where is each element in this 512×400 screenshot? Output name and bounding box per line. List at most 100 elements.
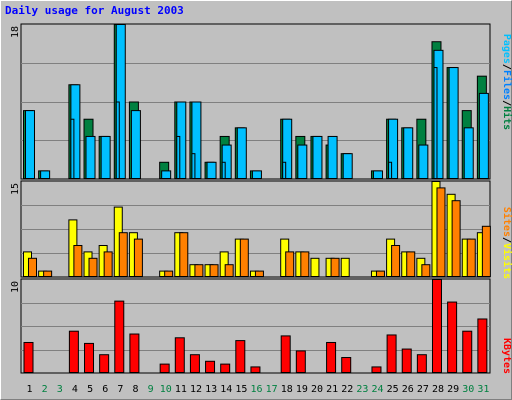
legend-separator: / — [501, 100, 512, 106]
day-label: 4 — [72, 384, 78, 395]
bar-kbytes — [371, 366, 382, 374]
bar-sites — [224, 264, 234, 278]
day-label: 6 — [102, 384, 108, 395]
bar-visits — [340, 257, 350, 277]
bar-kbytes — [431, 279, 442, 373]
bar-files — [388, 118, 399, 179]
bar-sites — [451, 200, 461, 277]
bar-files — [297, 144, 308, 179]
bar-pages — [282, 161, 287, 179]
legend-hits: Hits — [501, 106, 512, 130]
bar-sites — [254, 270, 264, 278]
bar-kbytes — [462, 330, 473, 374]
day-label: 17 — [266, 384, 278, 395]
day-label: 1 — [27, 384, 33, 395]
bar-sites — [28, 257, 37, 277]
bar-files — [100, 135, 111, 179]
day-label: 26 — [402, 384, 414, 395]
bar-kbytes — [68, 330, 79, 374]
bar-kbytes — [114, 300, 125, 373]
day-label: 27 — [417, 384, 429, 395]
day-label: 29 — [447, 384, 459, 395]
bar-kbytes — [23, 341, 34, 374]
legend-separator: / — [501, 64, 512, 70]
bar-kbytes — [220, 363, 231, 374]
bar-kbytes — [235, 340, 246, 374]
bar-kbytes — [447, 301, 458, 373]
y-max-label-visits: 15 — [10, 183, 21, 195]
bar-sites — [179, 232, 189, 277]
bar-files — [40, 170, 51, 179]
bar-pages — [221, 161, 226, 179]
legend-kbytes-group-text: KBytes — [501, 338, 512, 374]
legend-files: Files — [501, 70, 512, 100]
bar-sites — [330, 257, 340, 277]
bar-sites — [88, 257, 98, 277]
bar-files — [221, 144, 232, 179]
legend-kbytes: KBytes — [501, 338, 512, 374]
bar-sites — [406, 251, 416, 277]
bar-sites — [421, 264, 431, 278]
bar-kbytes — [159, 363, 170, 374]
day-label: 20 — [311, 384, 323, 395]
y-max-label-hits: 18 — [10, 26, 21, 38]
bar-files — [448, 67, 459, 179]
bar-files — [403, 127, 414, 180]
bar-visits — [310, 257, 320, 277]
bar-kbytes — [205, 360, 216, 373]
bar-files — [85, 135, 96, 179]
chart-title: Daily usage for August 2003 — [5, 4, 184, 17]
bar-sites — [43, 270, 53, 278]
legend-sites-visits: Sites/Visits — [501, 207, 512, 279]
day-label: 14 — [220, 384, 232, 395]
bar-kbytes — [326, 341, 337, 374]
bar-sites — [209, 264, 219, 278]
legend-sites-visits-text: Sites/Visits — [501, 207, 512, 279]
bar-kbytes — [280, 335, 291, 373]
day-label: 11 — [175, 384, 187, 395]
bar-kbytes — [386, 334, 397, 373]
bar-pages — [388, 161, 393, 179]
day-label: 13 — [205, 384, 217, 395]
day-label: 12 — [190, 384, 202, 395]
legend-separator: / — [501, 237, 512, 243]
bar-files — [463, 127, 474, 180]
y-max-label-kbytes: 10 — [10, 281, 21, 293]
bar-files — [251, 170, 262, 179]
legend-kbytes-group: KBytes — [501, 338, 512, 374]
bar-sites — [391, 245, 401, 277]
bar-sites — [436, 187, 446, 277]
bar-pages — [433, 67, 438, 179]
bar-files — [130, 110, 141, 179]
bar-pages — [115, 101, 120, 179]
bar-files — [312, 135, 323, 179]
bar-sites — [375, 270, 385, 278]
day-label: 10 — [160, 384, 172, 395]
bar-kbytes — [341, 357, 352, 373]
day-label: 30 — [462, 384, 474, 395]
bar-files — [161, 170, 172, 179]
bar-files — [418, 144, 429, 179]
day-label: 7 — [117, 384, 123, 395]
bar-kbytes — [295, 350, 306, 374]
day-label: 15 — [235, 384, 247, 395]
bar-sites — [466, 238, 476, 278]
day-label: 2 — [42, 384, 48, 395]
day-label: 28 — [432, 384, 444, 395]
bar-sites — [300, 251, 310, 277]
bar-visits — [219, 251, 229, 277]
bar-kbytes — [129, 333, 140, 373]
bar-sites — [118, 232, 128, 277]
bar-kbytes — [99, 354, 110, 374]
bar-files — [342, 153, 353, 180]
bar-kbytes — [401, 348, 412, 373]
bar-sites — [194, 264, 204, 278]
day-label: 3 — [57, 384, 63, 395]
bar-pages — [176, 135, 181, 179]
bar-files — [327, 135, 338, 179]
bar-files — [25, 110, 35, 179]
day-label: 22 — [341, 384, 353, 395]
legend-hits-files-pages-text: Pages/Files/Hits — [501, 34, 512, 130]
day-label: 24 — [372, 384, 384, 395]
